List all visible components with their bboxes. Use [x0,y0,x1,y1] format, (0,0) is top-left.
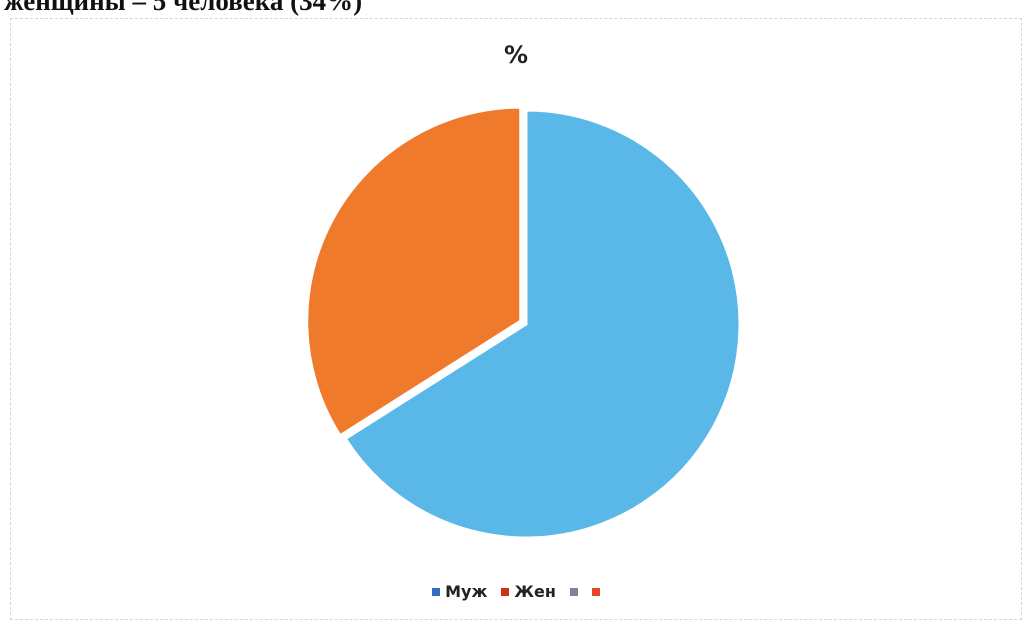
chart-legend: Муж Жен [11,582,1021,601]
legend-item-2 [569,587,578,596]
legend-item-3 [591,587,600,596]
legend-label: Муж [445,582,488,601]
page-heading-fragment: женщины – 5 человека (34%) [4,0,363,16]
legend-swatch [501,587,510,596]
pie-slice-Жен [305,105,523,438]
legend-swatch [591,587,600,596]
chart-area: % Муж Жен [10,18,1022,620]
legend-swatch [569,587,578,596]
legend-label: Жен [514,582,556,601]
legend-swatch [432,587,441,596]
pie-slice-Муж [343,108,742,540]
chart-title: % [503,41,529,69]
legend-item-0: Муж [432,582,487,601]
legend-item-1: Жен [501,582,556,601]
pie-chart [305,105,742,540]
